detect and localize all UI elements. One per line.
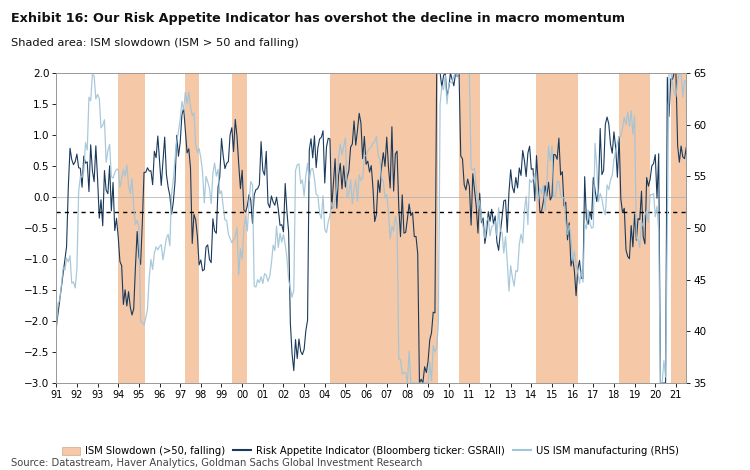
Text: Shaded area: ISM slowdown (ISM > 50 and falling): Shaded area: ISM slowdown (ISM > 50 and …: [11, 38, 299, 47]
Bar: [670, 73, 686, 383]
Bar: [536, 73, 578, 383]
Legend: ISM Slowdown (>50, falling), Risk Appetite Indicator (Bloomberg ticker: GSRAII),: ISM Slowdown (>50, falling), Risk Appeti…: [58, 442, 682, 460]
Bar: [185, 73, 199, 383]
Text: Source: Datastream, Haver Analytics, Goldman Sachs Global Investment Research: Source: Datastream, Haver Analytics, Gol…: [11, 458, 423, 468]
Bar: [232, 73, 248, 383]
Bar: [619, 73, 650, 383]
Bar: [118, 73, 145, 383]
Text: Exhibit 16: Our Risk Appetite Indicator has overshot the decline in macro moment: Exhibit 16: Our Risk Appetite Indicator …: [11, 12, 626, 25]
Bar: [459, 73, 480, 383]
Bar: [330, 73, 439, 383]
